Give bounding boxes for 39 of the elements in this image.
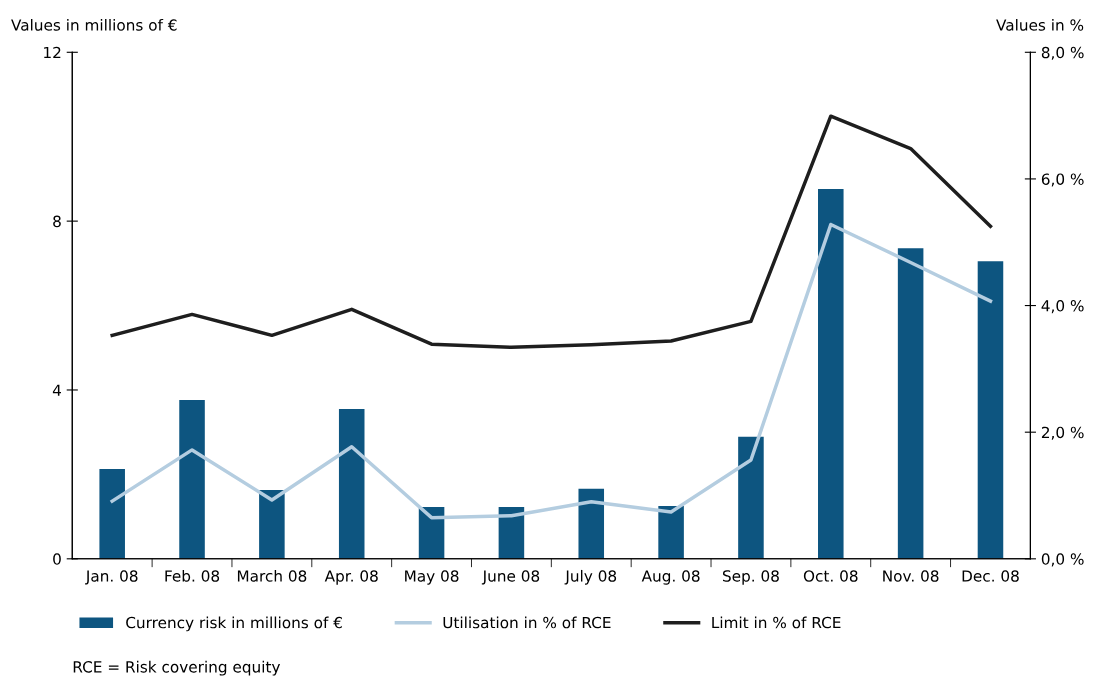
- y2-tick-label: 4,0 %: [1041, 300, 1084, 314]
- y2-axis-title: Values in %: [996, 18, 1084, 31]
- x-tick-label: March 08: [237, 569, 307, 582]
- x-tick-label: July 08: [564, 569, 617, 585]
- bar: [658, 506, 684, 559]
- bar: [738, 436, 764, 559]
- x-tick-label: Nov. 08: [883, 570, 939, 582]
- legend-label: Utilisation in % of RCE: [443, 616, 611, 629]
- bar: [99, 468, 125, 559]
- y-tick-label: 0: [53, 553, 61, 565]
- legend-label: Currency risk in millions of €: [126, 616, 342, 632]
- x-tick-label: June 08: [481, 570, 540, 585]
- x-tick-label: Apr. 08: [324, 570, 378, 585]
- line-series: [110, 222, 993, 520]
- x-tick-label: Oct. 08: [803, 570, 858, 582]
- y2-tick-label: 8,0 %: [1041, 46, 1084, 60]
- y2-tick-label: 2,0 %: [1041, 426, 1084, 440]
- bar: [259, 490, 285, 559]
- line-series: [110, 114, 993, 350]
- bar: [977, 261, 1004, 559]
- text: RCE = Risk covering equity: [73, 660, 281, 676]
- y-tick-label: 4: [52, 384, 61, 396]
- bar: [179, 400, 205, 559]
- x-tick-label: Aug. 08: [641, 570, 700, 585]
- bar: [578, 488, 605, 559]
- y-axis-title: Values in millions of €: [11, 18, 177, 31]
- y2-tick-label: 0,0 %: [1041, 553, 1084, 567]
- x-tick-label: Dec. 08: [962, 570, 1019, 582]
- legend-label: Limit in % of RCE: [712, 616, 841, 629]
- y2-tick-label: 6,0 %: [1041, 173, 1084, 187]
- x-tick-label: Sep. 08: [722, 570, 779, 585]
- y-tick-label: 8: [53, 215, 61, 228]
- x-tick-label: May 08: [405, 570, 459, 585]
- x-tick-label: Feb. 08: [165, 569, 220, 582]
- bar: [897, 248, 924, 559]
- y-tick-label: 12: [44, 46, 61, 59]
- x-tick-label: Jan. 08: [85, 570, 138, 585]
- bar: [338, 408, 365, 559]
- bar: [818, 189, 844, 559]
